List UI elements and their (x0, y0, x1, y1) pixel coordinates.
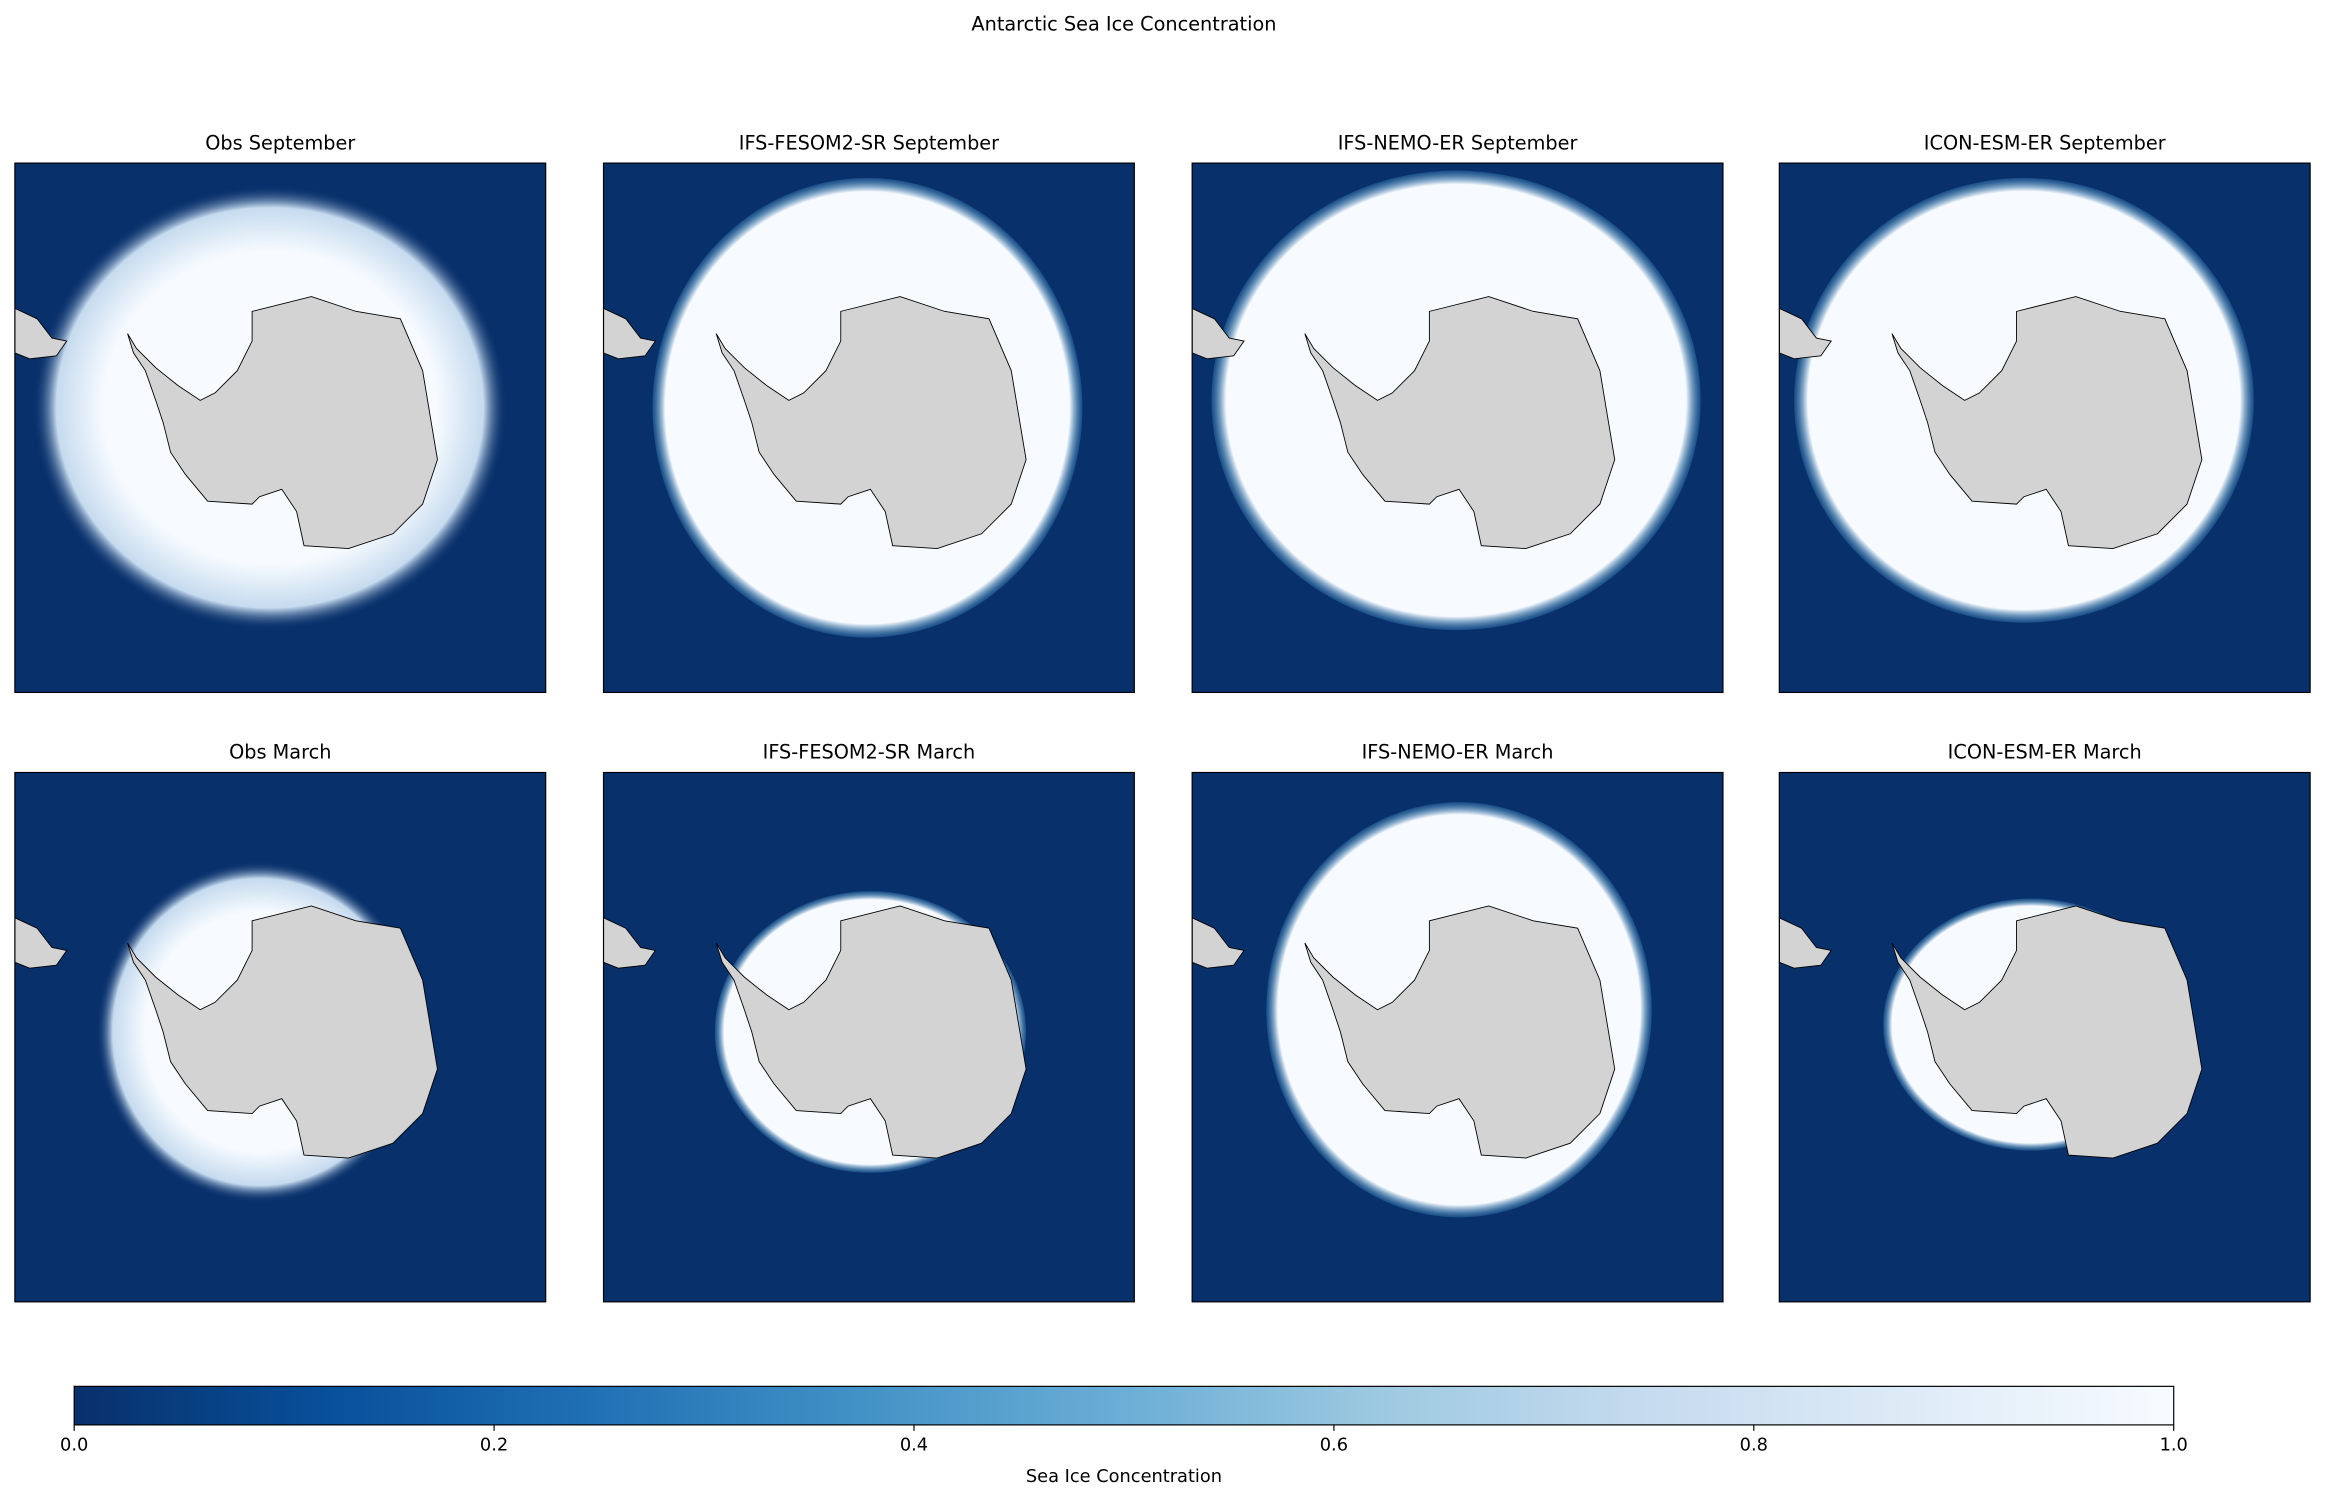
map-panel (14, 772, 546, 1302)
map-panel (1779, 772, 2311, 1302)
panel-title: Obs March (229, 741, 331, 764)
panel-title: IFS-NEMO-ER March (1362, 741, 1554, 764)
panel-frame (1191, 771, 1724, 1303)
panel-frame (1191, 162, 1724, 694)
map-panel (603, 772, 1135, 1302)
panel-frame (1778, 771, 2311, 1303)
panel-title: IFS-NEMO-ER September (1338, 131, 1578, 154)
panel-frame (602, 162, 1135, 694)
map-panel (14, 163, 546, 693)
panel-frame (602, 771, 1135, 1303)
x-tick-label: 1.0 (2160, 1435, 2188, 1456)
x-tick-label: 0.4 (900, 1435, 928, 1456)
map-panel (603, 163, 1135, 693)
colorbar (73, 1385, 2175, 1426)
panel-title: ICON-ESM-ER March (1948, 741, 2142, 764)
colorbar-label: Sea Ice Concentration (1026, 1466, 1222, 1487)
x-tick-label: 0.8 (1740, 1435, 1768, 1456)
map-panel (1192, 772, 1723, 1302)
panel-frame (14, 162, 547, 694)
panel-title: IFS-FESOM2-SR September (739, 131, 999, 154)
x-tick-label: 0.0 (60, 1435, 88, 1456)
x-tick-label: 0.2 (480, 1435, 508, 1456)
panel-frame (1778, 162, 2311, 694)
panel-title: ICON-ESM-ER September (1924, 131, 2166, 154)
map-panel (1779, 163, 2311, 693)
panel-title: Obs September (205, 131, 355, 154)
x-tick-label: 0.6 (1320, 1435, 1348, 1456)
figure-title: Antarctic Sea Ice Concentration (971, 13, 1276, 36)
map-panel (1192, 163, 1723, 693)
panel-frame (14, 771, 547, 1303)
panel-title: IFS-FESOM2-SR March (763, 741, 976, 764)
